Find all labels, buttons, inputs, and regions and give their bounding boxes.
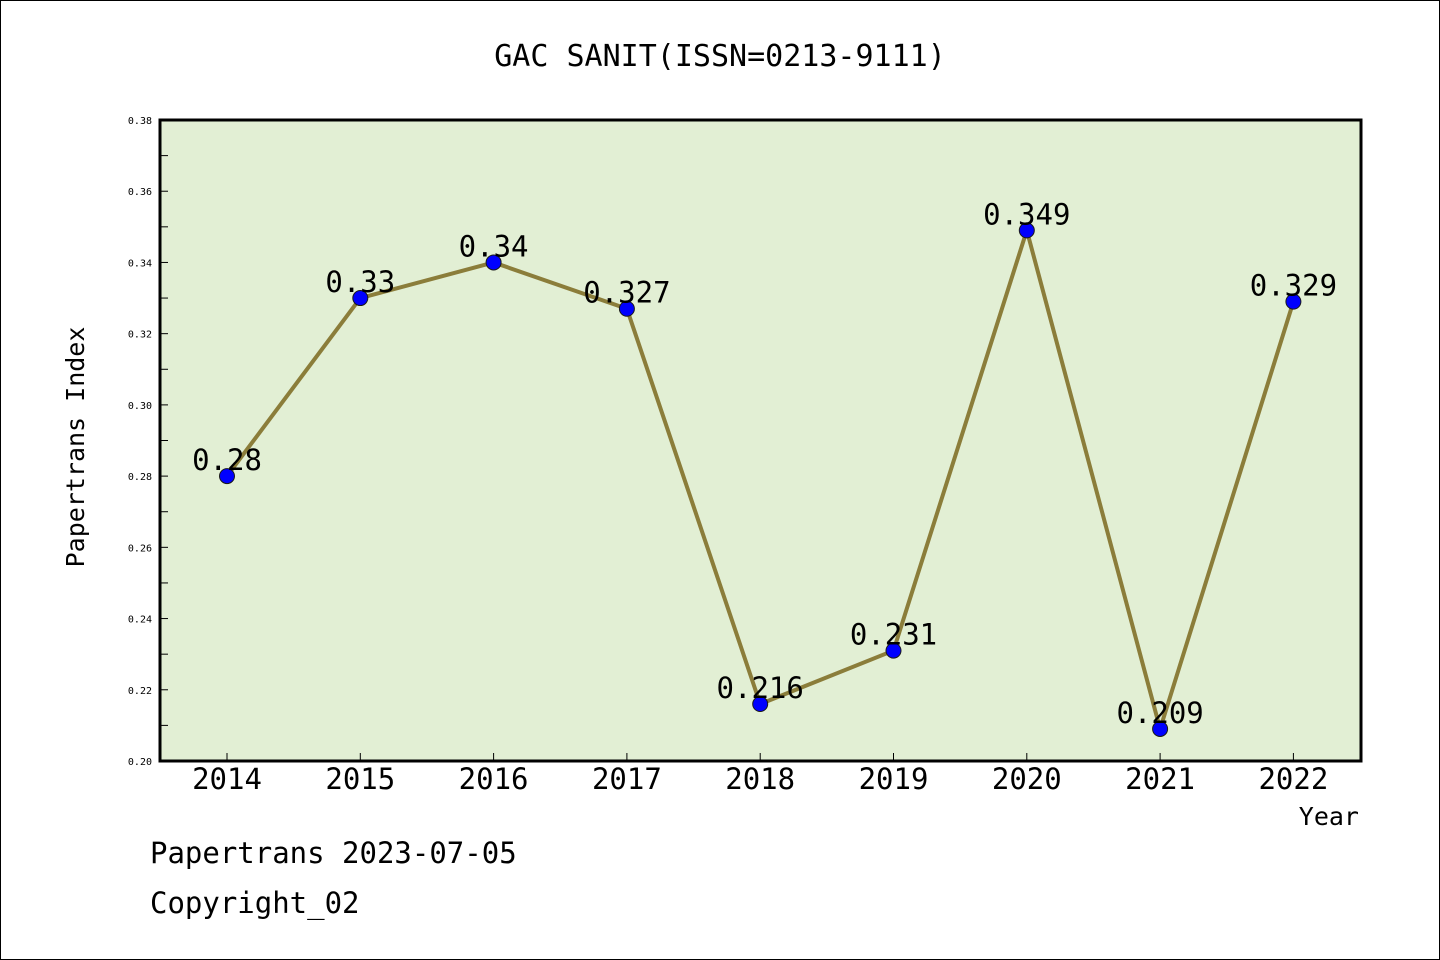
- data-point: [1285, 293, 1302, 310]
- x-axis-label: Year: [1299, 802, 1359, 831]
- footer-date: Papertrans 2023-07-05: [150, 836, 517, 870]
- data-point: [1018, 222, 1035, 239]
- x-tick-label: 2015: [325, 762, 395, 796]
- x-tick-label: 2019: [859, 762, 929, 796]
- y-tick-label: 0.34: [128, 258, 152, 269]
- x-tick-label: 2016: [459, 762, 529, 796]
- x-tick-label: 2018: [725, 762, 795, 796]
- y-axis-label: Papertrans Index: [61, 327, 90, 568]
- plot-area: [160, 120, 1361, 761]
- data-label: 0.28: [192, 443, 262, 477]
- data-point: [752, 696, 769, 713]
- x-axis-ticks: 2014 2015 2016 2017 2018 2019 2020 2021 2022: [192, 753, 1328, 796]
- data-label: 0.33: [325, 265, 395, 299]
- data-label: 0.34: [459, 229, 529, 263]
- data-point: [885, 642, 902, 659]
- x-tick-label: 2022: [1258, 762, 1328, 796]
- data-label: 0.209: [1116, 696, 1203, 730]
- y-tick-label: 0.28: [128, 472, 152, 483]
- plot-border: [158, 118, 1363, 763]
- footer-copyright: Copyright_02: [150, 886, 360, 920]
- data-label: 0.327: [583, 276, 670, 310]
- data-label: 0.216: [717, 671, 804, 705]
- x-tick-label: 2021: [1125, 762, 1195, 796]
- data-point: [618, 300, 635, 317]
- data-point: [1152, 720, 1169, 737]
- data-label: 0.231: [850, 618, 937, 652]
- data-label: 0.349: [983, 197, 1070, 231]
- x-tick-label: 2017: [592, 762, 662, 796]
- data-point: [219, 468, 235, 485]
- y-tick-label: 0.20: [128, 757, 152, 768]
- y-tick-label: 0.38: [128, 116, 152, 127]
- data-label: 0.329: [1250, 269, 1337, 303]
- x-tick-label: 2020: [992, 762, 1062, 796]
- y-tick-label: 0.32: [128, 330, 152, 341]
- y-tick-label: 0.22: [128, 686, 152, 697]
- y-tick-label: 0.36: [128, 187, 152, 198]
- y-tick-label: 0.24: [128, 615, 152, 626]
- series-layer: [219, 222, 1302, 737]
- chart-title: GAC SANIT(ISSN=0213-9111): [494, 39, 946, 74]
- data-point: [485, 254, 502, 271]
- x-tick-label: 2014: [192, 762, 262, 796]
- y-tick-label: 0.26: [128, 543, 152, 554]
- data-point: [352, 290, 369, 307]
- y-tick-label: 0.30: [128, 401, 152, 412]
- data-label-layer: 0.28 0.33 0.34 0.327 0.216 0.231 0.349 0.209 0.3…: [192, 197, 1337, 730]
